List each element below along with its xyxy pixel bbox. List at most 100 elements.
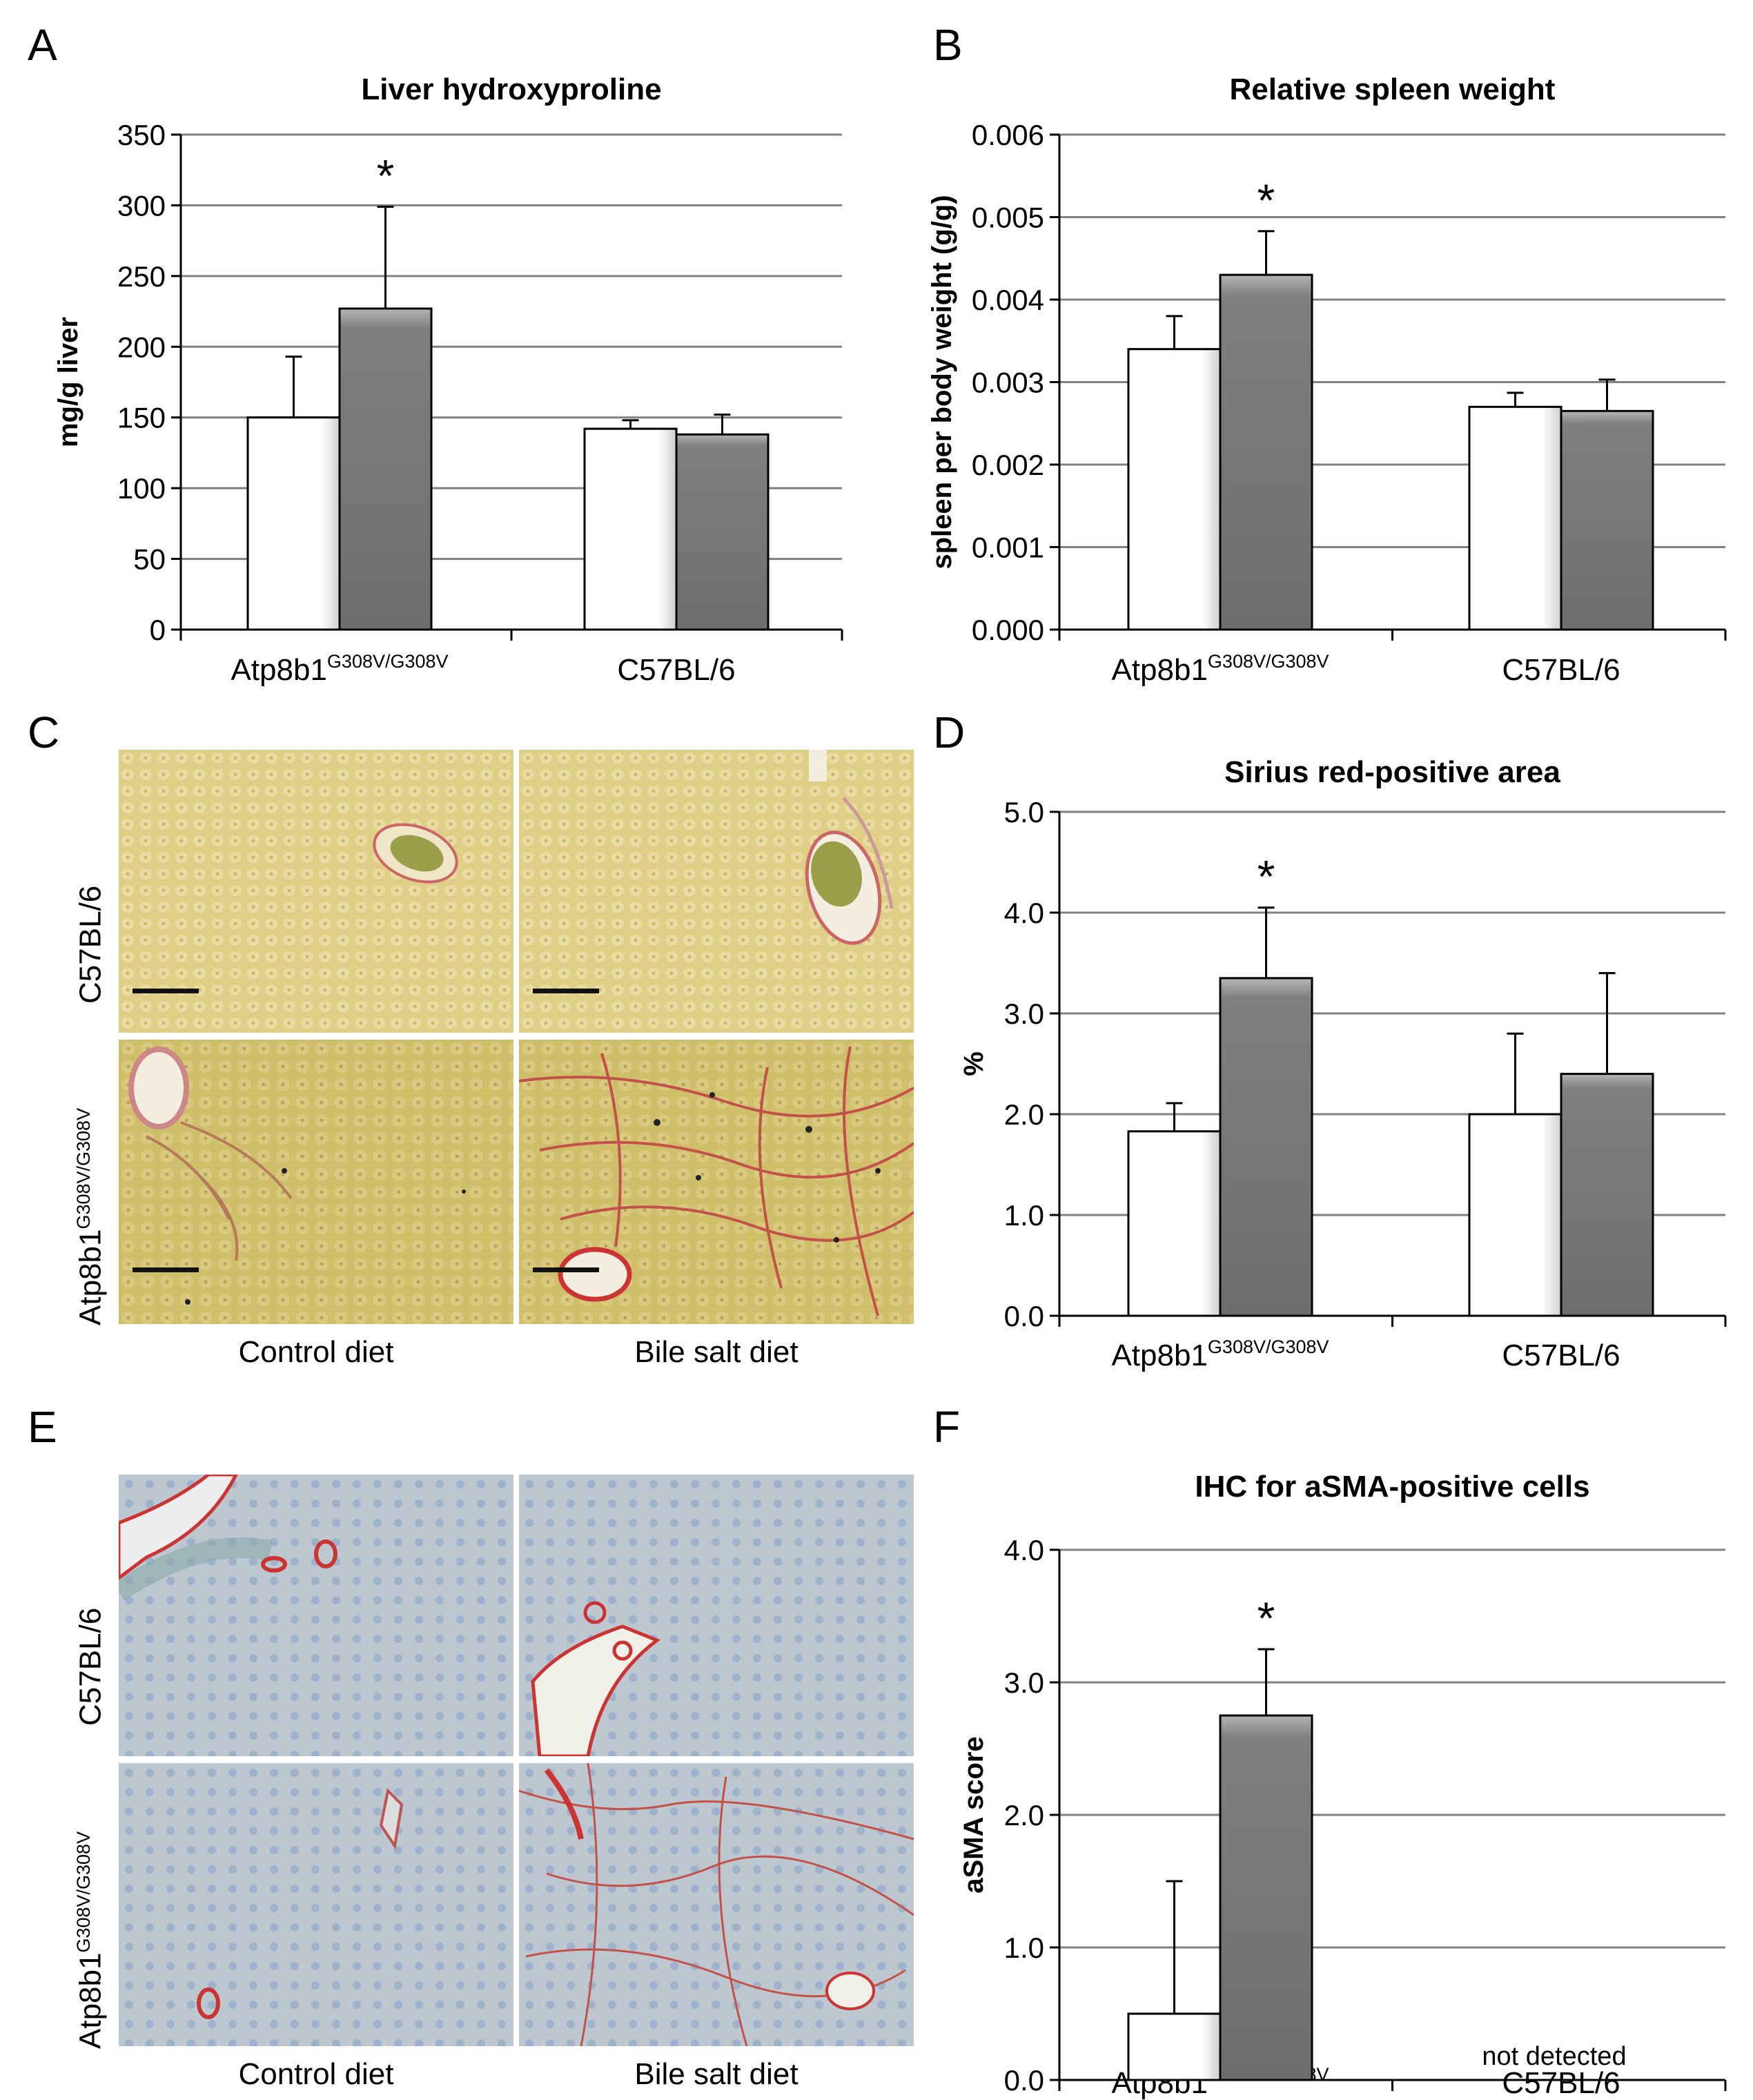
chart-b: Relative spleen weight 0.000 0.001 0.002 0.0… bbox=[927, 72, 1727, 687]
not-detected-label: not detected bbox=[1482, 2042, 1626, 2071]
y-axis-label: % bbox=[959, 1051, 989, 1076]
y-tick-label: 0.0 bbox=[1004, 1300, 1044, 1332]
sirius-image-atp8b1-bile bbox=[519, 1040, 914, 1324]
ihc-micrograph-c57-control bbox=[119, 1475, 513, 1756]
bar-control bbox=[1127, 348, 1222, 631]
ihc-image-c57-control bbox=[119, 1475, 513, 1756]
chart-d: Sirius red-positive area 0.0 1.0 2.0 3.0 4.0 5… bbox=[959, 755, 1727, 1372]
y-tick-label: 3.0 bbox=[1004, 1666, 1044, 1699]
sirius-micrograph-c57-bile bbox=[519, 750, 914, 1033]
col-label-control-c: Control diet bbox=[238, 1335, 394, 1369]
panel-letter-a: A bbox=[28, 20, 57, 70]
y-tick-label: 0.006 bbox=[972, 119, 1044, 151]
y-tick-label: 100 bbox=[117, 472, 166, 505]
scale-bar bbox=[133, 1267, 199, 1272]
sirius-red-micrograph-grid bbox=[119, 750, 914, 1324]
y-tick-label: 0.002 bbox=[972, 449, 1044, 481]
row-label-c57-e: C57BL/6 bbox=[73, 1607, 108, 1726]
panel-letter-f: F bbox=[933, 1402, 961, 1452]
y-tick-label: 1.0 bbox=[1004, 1932, 1044, 1964]
y-axis-label: mg/g liver bbox=[53, 317, 84, 447]
sirius-image-atp8b1-control bbox=[119, 1040, 513, 1324]
scale-bar bbox=[133, 989, 199, 993]
x-category-label: Atp8b1G308V/G308V bbox=[231, 651, 448, 687]
significance-asterisk: * bbox=[1257, 851, 1275, 902]
x-category-label: Atp8b1G308V/G308V bbox=[1111, 1336, 1329, 1372]
ihc-micrograph-c57-bile bbox=[519, 1475, 914, 1756]
scale-bar bbox=[533, 989, 599, 993]
ihc-image-atp8b1-bile bbox=[519, 1763, 914, 2046]
y-tick-label: 2.0 bbox=[1004, 1799, 1044, 1831]
col-label-control-e: Control diet bbox=[238, 2057, 394, 2091]
x-category-label: Atp8b1G308V/G308V bbox=[1111, 651, 1329, 687]
y-tick-label: 0.000 bbox=[972, 614, 1044, 646]
row-label-atp8b1-e: Atp8b1G308V/G308V bbox=[73, 1831, 108, 2049]
x-category-label: C57BL/6 bbox=[1502, 2066, 1620, 2100]
y-tick-label: 0.004 bbox=[972, 284, 1044, 316]
panel-letter-b: B bbox=[933, 20, 963, 70]
chart-title: IHC for aSMA-positive cells bbox=[1195, 1470, 1589, 1504]
panel-letter-c: C bbox=[28, 708, 60, 757]
y-tick-label: 4.0 bbox=[1004, 1534, 1044, 1566]
y-tick-label: 0.005 bbox=[972, 202, 1044, 234]
bar-bile-salt bbox=[1219, 273, 1313, 631]
col-label-bile-e: Bile salt diet bbox=[634, 2057, 799, 2091]
panel-letter-d: D bbox=[933, 708, 966, 757]
panel-letter-e: E bbox=[28, 1402, 57, 1452]
ihc-micrograph-grid bbox=[119, 1475, 914, 2046]
bar-control bbox=[246, 416, 341, 631]
y-tick-label: 0.001 bbox=[972, 532, 1044, 564]
sirius-micrograph-atp8b1-control bbox=[119, 1040, 513, 1324]
ihc-micrograph-atp8b1-bile bbox=[519, 1763, 914, 2046]
sirius-image-c57-bile bbox=[519, 750, 914, 1033]
bar-control bbox=[1127, 2012, 1222, 2081]
x-category-label: C57BL/6 bbox=[1502, 653, 1620, 687]
y-tick-label: 300 bbox=[117, 189, 166, 222]
significance-asterisk: * bbox=[1257, 1593, 1275, 1644]
y-tick-label: 0.003 bbox=[972, 367, 1044, 399]
y-tick-label: 5.0 bbox=[1004, 796, 1044, 828]
ihc-image-c57-bile bbox=[519, 1475, 914, 1756]
chart-a: Liver hydroxyproline 0 50 100 150 200 250 300 35… bbox=[53, 72, 843, 687]
chart-f: IHC for aSMA-positive cells 0.0 1.0 2.0 3.0 4… bbox=[959, 1470, 1727, 2100]
bar-bile-salt bbox=[338, 307, 433, 631]
y-tick-label: 1.0 bbox=[1004, 1199, 1044, 1232]
row-label-c57-c: C57BL/6 bbox=[73, 885, 108, 1004]
ihc-image-atp8b1-control bbox=[119, 1763, 513, 2046]
x-category-label: C57BL/6 bbox=[617, 653, 735, 687]
sirius-micrograph-c57-control bbox=[119, 750, 513, 1033]
y-tick-label: 150 bbox=[117, 402, 166, 434]
y-tick-label: 2.0 bbox=[1004, 1098, 1044, 1131]
y-tick-label: 0.0 bbox=[1004, 2064, 1044, 2097]
y-tick-label: 4.0 bbox=[1004, 897, 1044, 929]
col-label-bile-c: Bile salt diet bbox=[634, 1335, 799, 1369]
y-tick-label: 0 bbox=[150, 614, 166, 646]
chart-title: Relative spleen weight bbox=[1230, 72, 1556, 106]
bar-bile-salt bbox=[1219, 977, 1313, 1317]
bar-bile-salt bbox=[675, 433, 770, 631]
y-axis-label: spleen per body weight (g/g) bbox=[927, 195, 957, 569]
y-tick-label: 250 bbox=[117, 260, 166, 293]
scale-bar bbox=[533, 1267, 599, 1272]
bar-control bbox=[1468, 1113, 1563, 1317]
ihc-micrograph-atp8b1-control bbox=[119, 1763, 513, 2046]
sirius-image-c57-control bbox=[119, 750, 513, 1033]
sirius-micrograph-atp8b1-bile bbox=[519, 1040, 914, 1324]
bar-control bbox=[583, 427, 678, 631]
bar-bile-salt bbox=[1219, 1714, 1313, 2081]
bar-control bbox=[1127, 1130, 1222, 1317]
bar-bile-salt bbox=[1560, 409, 1654, 631]
bar-bile-salt bbox=[1560, 1073, 1654, 1317]
bar-control bbox=[1468, 405, 1563, 631]
significance-asterisk: * bbox=[1257, 175, 1275, 226]
significance-asterisk: * bbox=[377, 150, 395, 201]
chart-title: Liver hydroxyproline bbox=[361, 72, 661, 106]
y-tick-label: 350 bbox=[117, 119, 166, 151]
y-tick-label: 3.0 bbox=[1004, 998, 1044, 1030]
y-axis-label: aSMA score bbox=[959, 1736, 989, 1894]
x-category-label: C57BL/6 bbox=[1502, 1339, 1620, 1372]
row-label-atp8b1-c: Atp8b1G308V/G308V bbox=[73, 1107, 108, 1325]
y-tick-label: 200 bbox=[117, 331, 166, 363]
y-tick-label: 50 bbox=[133, 543, 166, 576]
